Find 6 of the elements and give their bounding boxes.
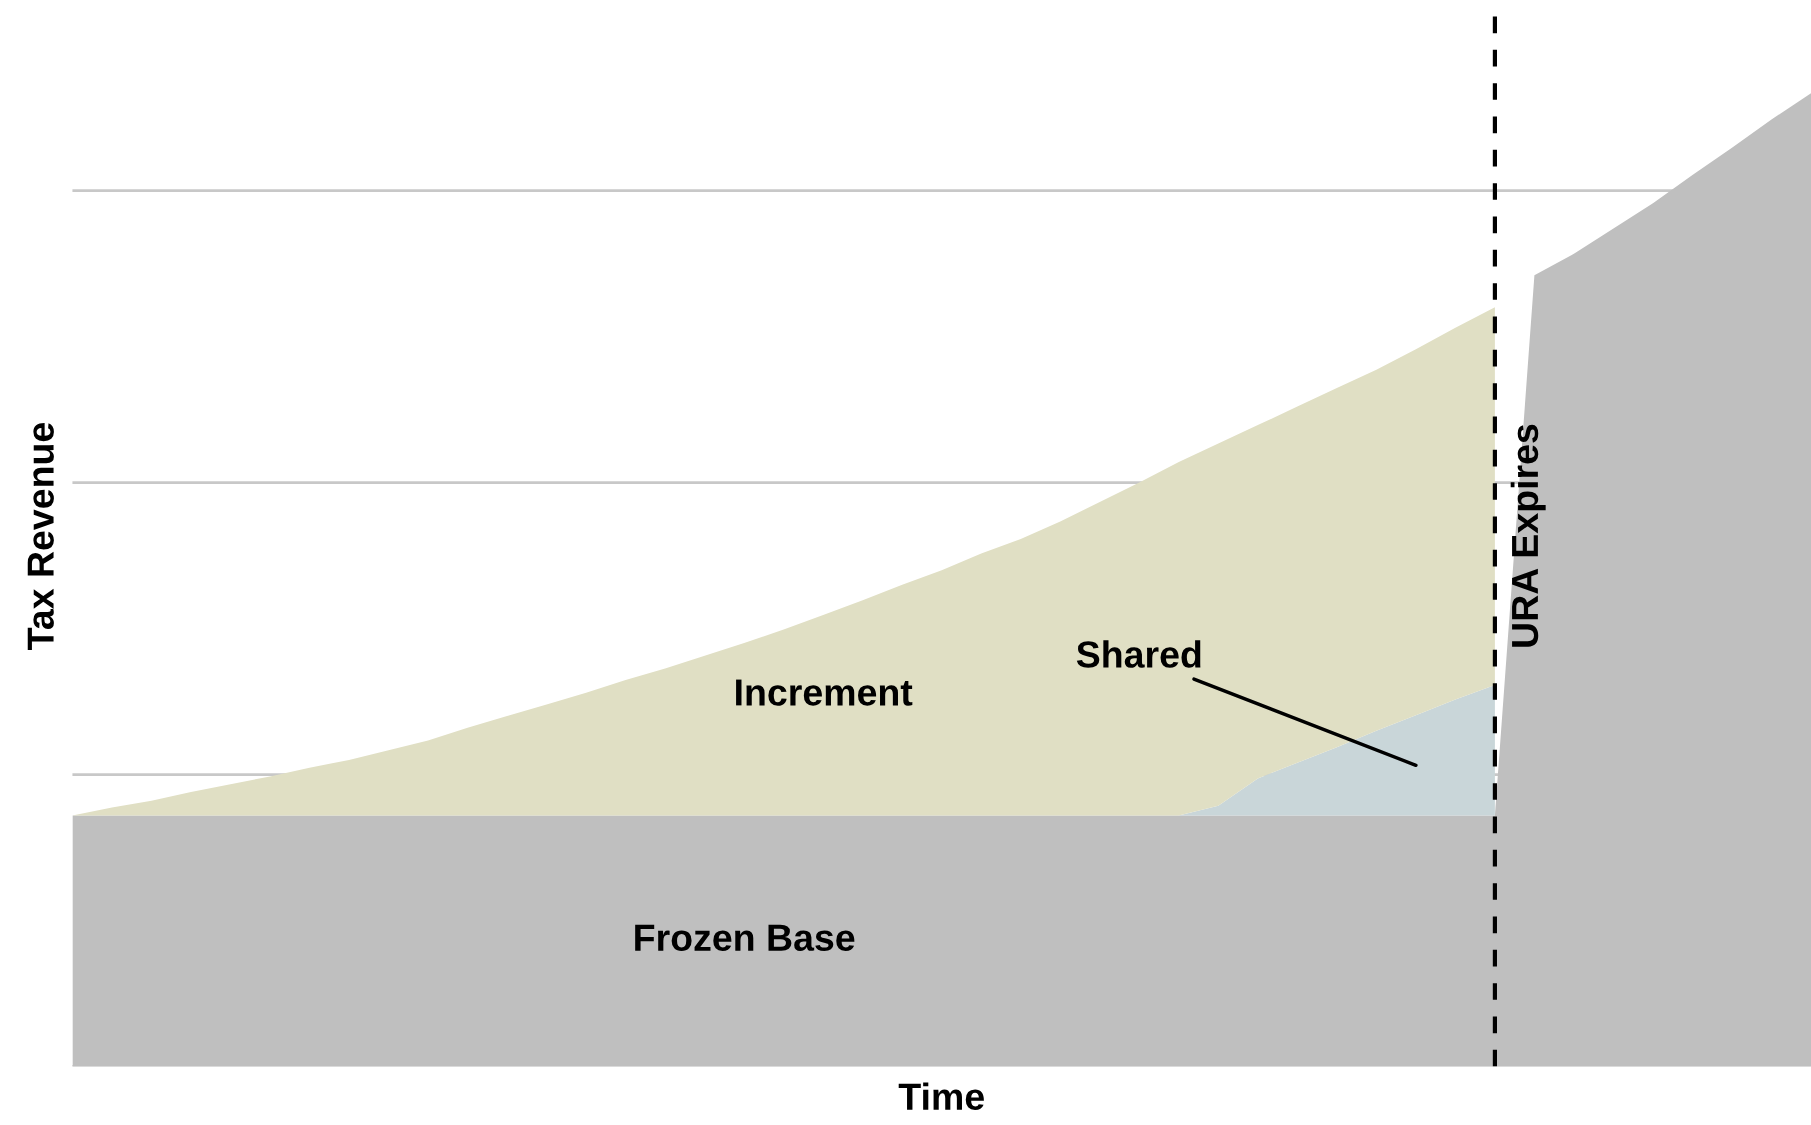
series-label: Frozen Base bbox=[635, 924, 855, 952]
annotation: URA Expires bbox=[1510, 424, 1546, 647]
y-axis-title: Tax Revenue bbox=[27, 423, 54, 650]
series-label: Increment bbox=[736, 679, 913, 706]
x-axis-title: Time bbox=[898, 1082, 984, 1111]
text: Shared bbox=[1076, 640, 1201, 668]
